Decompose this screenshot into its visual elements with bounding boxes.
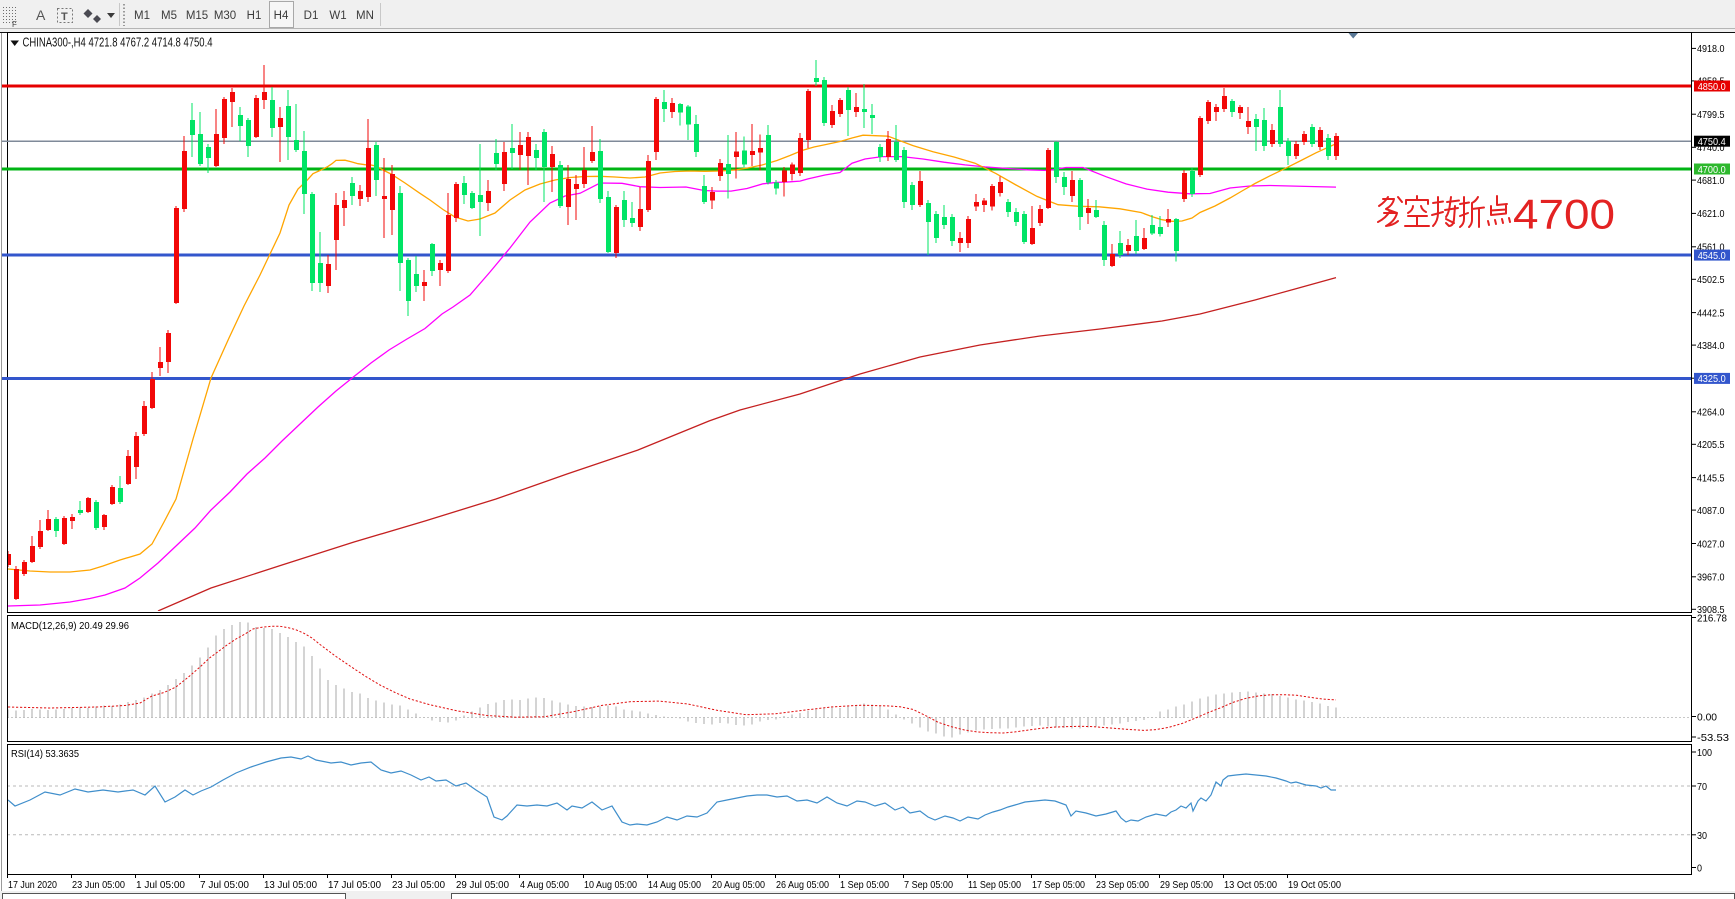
svg-text:20 Aug 05:00: 20 Aug 05:00 — [712, 879, 765, 891]
svg-text:17 Jun 2020: 17 Jun 2020 — [8, 879, 57, 891]
svg-text:T: T — [61, 11, 68, 23]
svg-text:4325.0: 4325.0 — [1698, 373, 1726, 385]
svg-text:7 Jul 05:00: 7 Jul 05:00 — [200, 879, 249, 891]
svg-text:11 Sep 05:00: 11 Sep 05:00 — [968, 879, 1021, 891]
svg-text:216.78: 216.78 — [1697, 613, 1727, 625]
svg-text:D1: D1 — [304, 10, 319, 22]
svg-text:30: 30 — [1697, 830, 1707, 842]
svg-text:23 Jun 05:00: 23 Jun 05:00 — [72, 879, 125, 891]
svg-text:4918.0: 4918.0 — [1697, 43, 1725, 55]
svg-text:3908.5: 3908.5 — [1697, 604, 1725, 616]
svg-text:4 Aug 05:00: 4 Aug 05:00 — [520, 879, 569, 891]
svg-text:4384.0: 4384.0 — [1697, 340, 1725, 352]
svg-text:70: 70 — [1697, 781, 1707, 793]
svg-text:13 Oct 05:00: 13 Oct 05:00 — [1224, 879, 1277, 891]
svg-text:M15: M15 — [186, 10, 208, 22]
svg-text:4700: 4700 — [1513, 191, 1615, 238]
svg-text:4850.0: 4850.0 — [1698, 81, 1726, 93]
svg-text:F: F — [12, 20, 17, 29]
svg-text:13 Jul 05:00: 13 Jul 05:00 — [264, 879, 317, 891]
svg-text:4027.0: 4027.0 — [1697, 538, 1725, 550]
svg-text:CHINA300-,H4 4721.8 4767.2 47: CHINA300-,H4 4721.8 4767.2 4714.8 4750.4 — [23, 35, 213, 50]
svg-text:M30: M30 — [214, 10, 236, 22]
svg-text:17 Jul 05:00: 17 Jul 05:00 — [328, 879, 381, 891]
svg-text:MACD(12,26,9) 20.49 29.96: MACD(12,26,9) 20.49 29.96 — [11, 620, 129, 632]
svg-text:7 Sep 05:00: 7 Sep 05:00 — [904, 879, 953, 891]
svg-text:17 Sep 05:00: 17 Sep 05:00 — [1032, 879, 1085, 891]
svg-text:23 Sep 05:00: 23 Sep 05:00 — [1096, 879, 1149, 891]
svg-text:4799.5: 4799.5 — [1697, 109, 1725, 121]
svg-text:3967.0: 3967.0 — [1697, 572, 1725, 584]
svg-text:H1: H1 — [247, 10, 262, 22]
svg-text:0.00: 0.00 — [1697, 712, 1717, 724]
svg-text:4264.0: 4264.0 — [1697, 407, 1725, 419]
svg-text:19 Oct 05:00: 19 Oct 05:00 — [1288, 879, 1341, 891]
svg-text:A: A — [36, 7, 46, 23]
svg-text:1 Jul 05:00: 1 Jul 05:00 — [136, 879, 185, 891]
svg-text:26 Aug 05:00: 26 Aug 05:00 — [776, 879, 829, 891]
svg-text:4087.0: 4087.0 — [1697, 505, 1725, 517]
svg-text:100: 100 — [1697, 747, 1712, 759]
svg-text:W1: W1 — [329, 10, 346, 22]
svg-text:4681.0: 4681.0 — [1697, 175, 1725, 187]
svg-text:M1: M1 — [134, 10, 150, 22]
svg-text:4205.5: 4205.5 — [1697, 439, 1725, 451]
svg-text:29 Jul 05:00: 29 Jul 05:00 — [456, 879, 509, 891]
svg-text:23 Jul 05:00: 23 Jul 05:00 — [392, 879, 445, 891]
svg-text:4621.0: 4621.0 — [1697, 208, 1725, 220]
svg-text:29 Sep 05:00: 29 Sep 05:00 — [1160, 879, 1213, 891]
svg-text:4442.5: 4442.5 — [1697, 307, 1725, 319]
svg-text:10 Aug 05:00: 10 Aug 05:00 — [584, 879, 637, 891]
svg-text:-53.53: -53.53 — [1697, 732, 1729, 744]
svg-text:MN: MN — [356, 10, 374, 22]
svg-text:H4: H4 — [274, 10, 289, 22]
svg-text:4700.0: 4700.0 — [1698, 164, 1726, 176]
svg-text:4750.4: 4750.4 — [1698, 136, 1726, 148]
svg-text:4145.5: 4145.5 — [1697, 472, 1725, 484]
svg-text:4545.0: 4545.0 — [1698, 250, 1726, 262]
svg-text:14 Aug 05:00: 14 Aug 05:00 — [648, 879, 701, 891]
svg-text:RSI(14) 53.3635: RSI(14) 53.3635 — [11, 748, 79, 760]
svg-text:4502.5: 4502.5 — [1697, 274, 1725, 286]
svg-text:0: 0 — [1697, 863, 1702, 875]
svg-text:M5: M5 — [161, 10, 177, 22]
svg-text:1 Sep 05:00: 1 Sep 05:00 — [840, 879, 889, 891]
